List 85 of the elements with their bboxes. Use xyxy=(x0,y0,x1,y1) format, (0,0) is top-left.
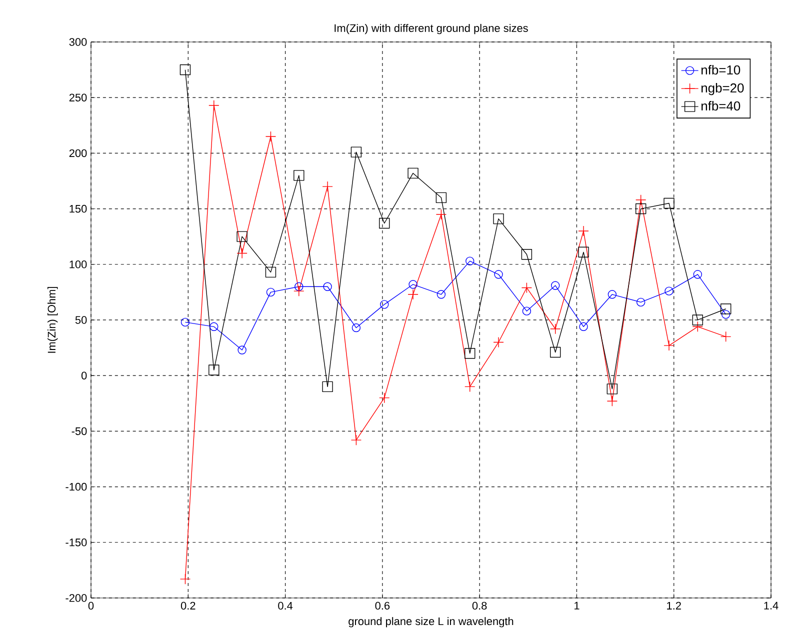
point xyxy=(464,381,476,392)
point xyxy=(521,249,532,260)
point xyxy=(180,64,191,76)
y-tick-label: 300 xyxy=(69,38,87,46)
point xyxy=(551,281,560,290)
y-tick-label: 100 xyxy=(70,260,87,268)
point xyxy=(210,322,218,332)
point xyxy=(379,392,390,404)
point xyxy=(236,248,248,259)
y-tick-label: -50 xyxy=(72,427,87,436)
x-tick-label: 0.6 xyxy=(375,602,390,610)
point xyxy=(208,100,220,111)
y-tick-label: 200 xyxy=(69,149,87,158)
point xyxy=(550,324,561,334)
point xyxy=(208,364,220,376)
x-tick-label: 1.4 xyxy=(764,602,778,610)
point xyxy=(265,266,276,278)
point xyxy=(265,131,276,142)
point xyxy=(379,218,390,229)
point xyxy=(692,321,704,332)
point xyxy=(693,270,702,279)
point xyxy=(408,168,418,179)
point xyxy=(266,288,276,297)
point xyxy=(408,280,418,289)
point xyxy=(692,314,704,326)
point xyxy=(352,323,361,332)
point xyxy=(664,198,674,209)
y-tick-label: 250 xyxy=(69,94,87,102)
y-axis-title: Im(Zin) [Ohm] xyxy=(48,286,58,353)
legend-label: ngb=20 xyxy=(702,83,744,96)
x-axis-title: ground plane size L in wavelength xyxy=(348,617,514,628)
point xyxy=(720,304,732,314)
x-tick-label: 0.2 xyxy=(180,602,196,610)
y-tick-label: -200 xyxy=(66,594,87,602)
point xyxy=(608,290,617,299)
legend-label: nfb=40 xyxy=(702,101,740,111)
chart-title: Im(Zin) with different ground plane sizes xyxy=(334,24,528,34)
point xyxy=(322,381,333,392)
point xyxy=(322,181,333,192)
point xyxy=(180,318,190,327)
point xyxy=(294,282,304,291)
point xyxy=(408,289,418,300)
point xyxy=(323,282,332,291)
point xyxy=(720,331,732,342)
point xyxy=(578,226,589,236)
y-tick-label: -100 xyxy=(66,482,87,491)
point xyxy=(466,256,474,266)
point xyxy=(522,306,532,316)
point xyxy=(294,286,304,296)
point xyxy=(606,396,618,407)
point xyxy=(236,231,248,242)
x-tick-label: 0 xyxy=(88,602,94,610)
point xyxy=(493,336,504,348)
point xyxy=(180,574,191,584)
point xyxy=(636,298,646,307)
point xyxy=(494,270,503,279)
point xyxy=(579,322,588,332)
x-tick-label: 1 xyxy=(574,602,580,610)
x-tick-label: 0.8 xyxy=(472,602,487,610)
point xyxy=(578,246,589,258)
point xyxy=(436,290,446,299)
y-tick-label: 150 xyxy=(70,204,87,213)
y-tick-label: 0 xyxy=(81,372,87,380)
point xyxy=(550,346,561,358)
point xyxy=(635,203,646,214)
point xyxy=(350,146,362,158)
point xyxy=(238,346,246,354)
point xyxy=(721,310,730,319)
point xyxy=(521,282,532,294)
point xyxy=(664,340,674,351)
legend-label: nfb=10 xyxy=(702,65,740,75)
point xyxy=(350,434,362,446)
x-tick-label: 0.4 xyxy=(278,602,293,610)
point xyxy=(436,192,447,204)
point xyxy=(294,170,304,181)
point xyxy=(493,213,504,224)
point xyxy=(380,300,389,309)
point xyxy=(664,286,674,296)
point xyxy=(464,348,476,359)
y-tick-label: 50 xyxy=(75,316,87,324)
point xyxy=(635,194,646,206)
point xyxy=(606,384,618,394)
x-tick-label: 1.2 xyxy=(667,602,681,610)
point xyxy=(436,208,447,220)
y-tick-label: -150 xyxy=(66,538,87,546)
